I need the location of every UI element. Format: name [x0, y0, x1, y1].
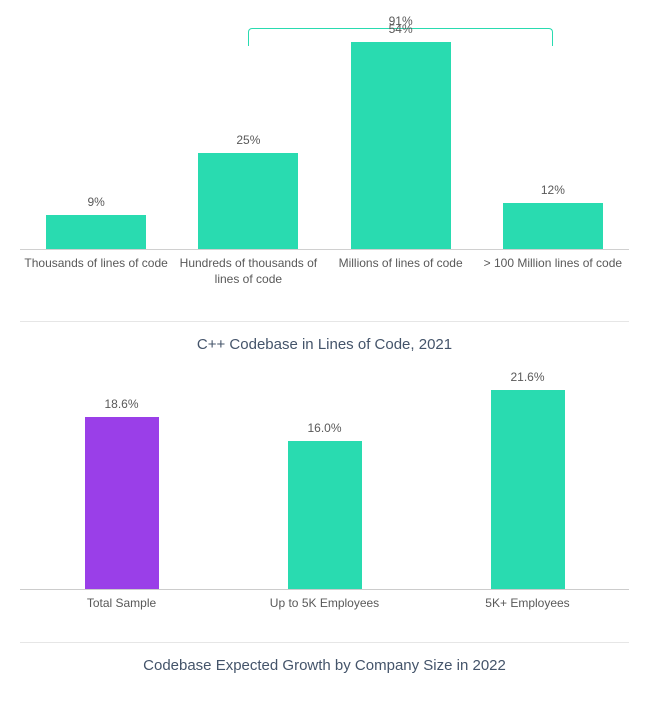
chart2-categories: Total SampleUp to 5K Employees5K+ Employ… [20, 596, 629, 612]
bar-group: 54% [325, 42, 477, 249]
category-label: > 100 Million lines of code [477, 256, 629, 287]
bar-value-label: 18.6% [104, 397, 138, 411]
bar-group: 25% [172, 153, 324, 249]
bar [198, 153, 298, 249]
category-label: Hundreds of thousands of lines of code [172, 256, 324, 287]
chart1-plot: 91% 9%25%54%12% [20, 20, 629, 250]
bar-value-label: 12% [541, 183, 565, 197]
bar [288, 441, 362, 589]
bar-value-label: 25% [236, 133, 260, 147]
bar-group: 12% [477, 203, 629, 249]
bar-value-label: 16.0% [307, 421, 341, 435]
bar-value-label: 9% [87, 195, 104, 209]
bar-group: 9% [20, 215, 172, 250]
bar [85, 417, 159, 589]
category-label: Total Sample [20, 596, 223, 612]
growth-by-size-chart: 18.6%16.0%21.6% Total SampleUp to 5K Emp… [0, 320, 649, 670]
chart1-categories: Thousands of lines of codeHundreds of th… [20, 256, 629, 287]
category-label: Millions of lines of code [325, 256, 477, 287]
bar-value-label: 54% [389, 22, 413, 36]
category-label: Thousands of lines of code [20, 256, 172, 287]
bar [503, 203, 603, 249]
bar [351, 42, 451, 249]
bar-group: 18.6% [20, 417, 223, 589]
bar-value-label: 21.6% [510, 370, 544, 384]
chart2-title: Codebase Expected Growth by Company Size… [20, 642, 629, 674]
bar-group: 16.0% [223, 441, 426, 589]
codebase-lines-chart: 91% 9%25%54%12% Thousands of lines of co… [0, 0, 649, 320]
bar [46, 215, 146, 250]
category-label: 5K+ Employees [426, 596, 629, 612]
chart2-plot: 18.6%16.0%21.6% [20, 350, 629, 590]
category-label: Up to 5K Employees [223, 596, 426, 612]
bar-group: 21.6% [426, 390, 629, 589]
bar [491, 390, 565, 589]
